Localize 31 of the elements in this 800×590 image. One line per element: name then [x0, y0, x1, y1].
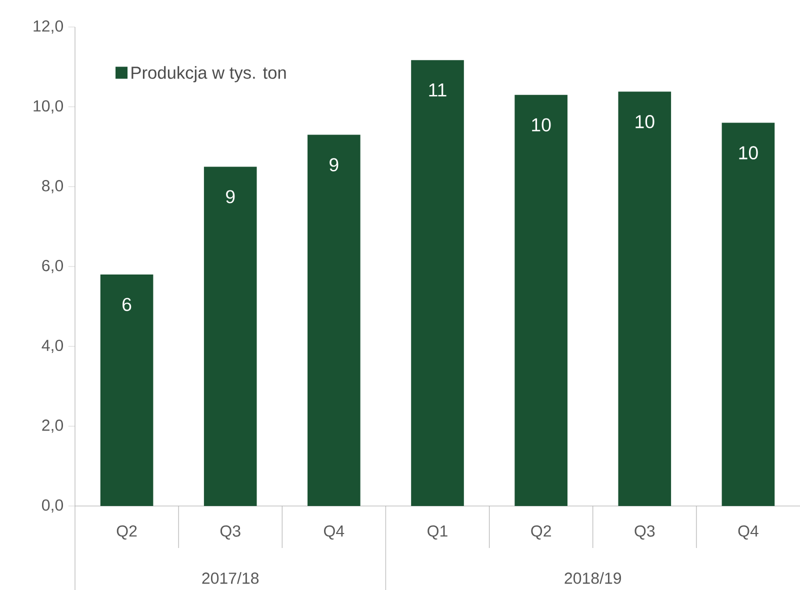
y-tick-label: 2,0 [42, 420, 64, 433]
bar [514, 94, 568, 506]
x-tick-label: Q1 [428, 525, 448, 540]
data-label: 10 [636, 115, 654, 128]
data-label: 9 [330, 158, 338, 172]
y-tick-label: 6,0 [42, 260, 64, 274]
text: 2018/19 [564, 572, 621, 584]
y-tick-label: 0,0 [42, 499, 64, 513]
bar [100, 274, 154, 506]
bar [204, 166, 257, 506]
y-tick-label: 12,0 [34, 20, 64, 34]
bar [411, 60, 464, 506]
y-tick-label: 10,0 [34, 100, 64, 114]
x-tick-label: Q2 [531, 525, 551, 540]
x-tick-label: Q3 [220, 525, 240, 540]
x-tick-label: Q4 [738, 525, 758, 540]
y-tick-label: 4,0 [42, 340, 64, 353]
data-label: 10 [739, 146, 758, 160]
bar [722, 122, 775, 506]
text: 2017/18 [202, 572, 259, 584]
legend-label: Produkcja w tys. ton [132, 66, 286, 82]
data-label: 9 [226, 190, 235, 204]
x-tick-label: Q3 [634, 525, 655, 540]
x-tick-label: Q4 [324, 525, 344, 540]
x-tick-label: Q2 [116, 525, 137, 540]
data-label: 10 [532, 118, 551, 132]
bar [618, 92, 672, 506]
y-tick-label: 8,0 [42, 180, 64, 194]
data-label: 6 [122, 298, 132, 312]
bar [308, 134, 360, 506]
data-label: 11 [429, 84, 446, 96]
